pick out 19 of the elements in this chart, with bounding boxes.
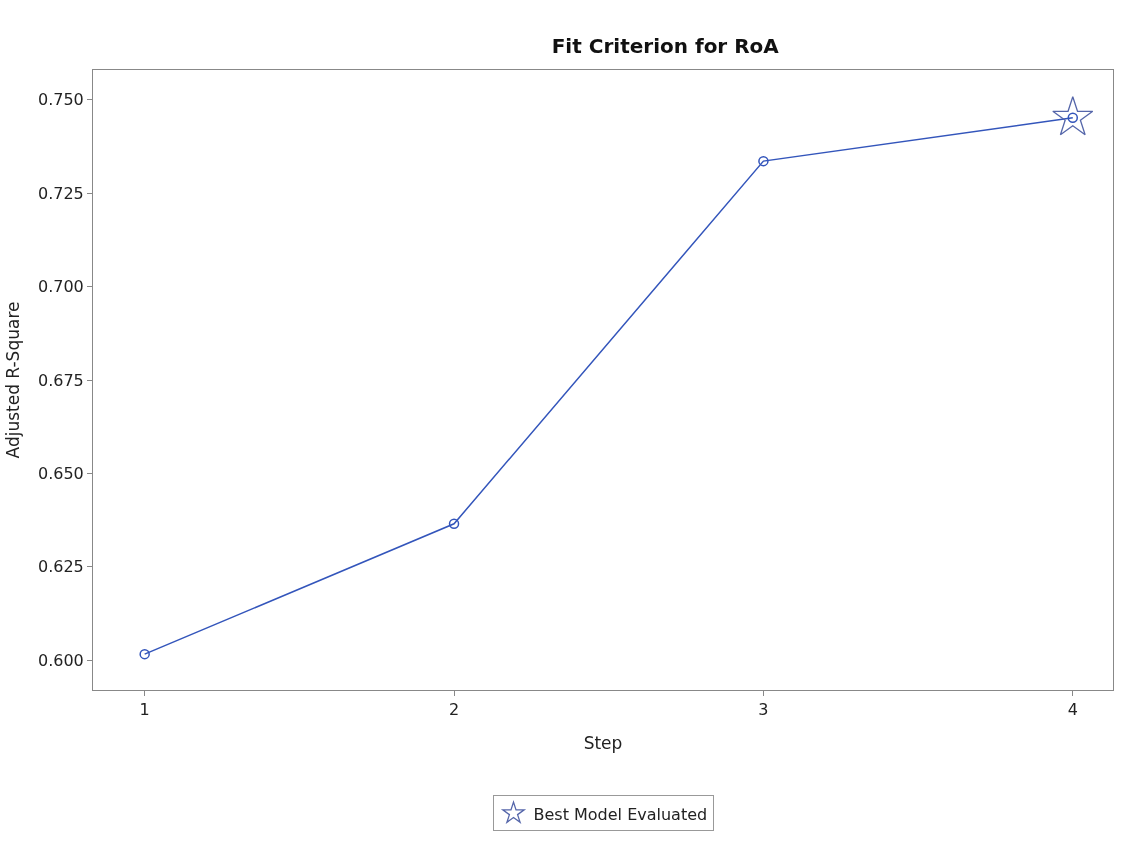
y-tick-label: 0.700 — [37, 277, 84, 297]
point — [448, 518, 460, 530]
y-tick-label: 0.650 — [37, 463, 84, 483]
x-tick-label: 2 — [448, 700, 460, 720]
y-tick-label: 0.675 — [37, 370, 84, 390]
y-tick-label: 0.600 — [37, 650, 84, 670]
x-axis-title: Step — [583, 732, 623, 753]
x-tick-label: 4 — [1067, 700, 1078, 720]
x-tick-label: 1 — [139, 700, 150, 720]
chart-title: Fit Criterion for RoA — [551, 33, 780, 58]
point — [1052, 96, 1094, 136]
legend-label: Best Model Evaluated — [533, 804, 708, 824]
x-tick-label: 3 — [758, 700, 769, 720]
y-axis-title: Adjusted R-Square — [2, 301, 23, 459]
y-tick-label: 0.625 — [37, 557, 84, 577]
point — [139, 648, 150, 660]
point — [758, 155, 769, 167]
y-tick-label: 0.750 — [37, 90, 84, 110]
y-tick-label: 0.725 — [37, 183, 84, 203]
